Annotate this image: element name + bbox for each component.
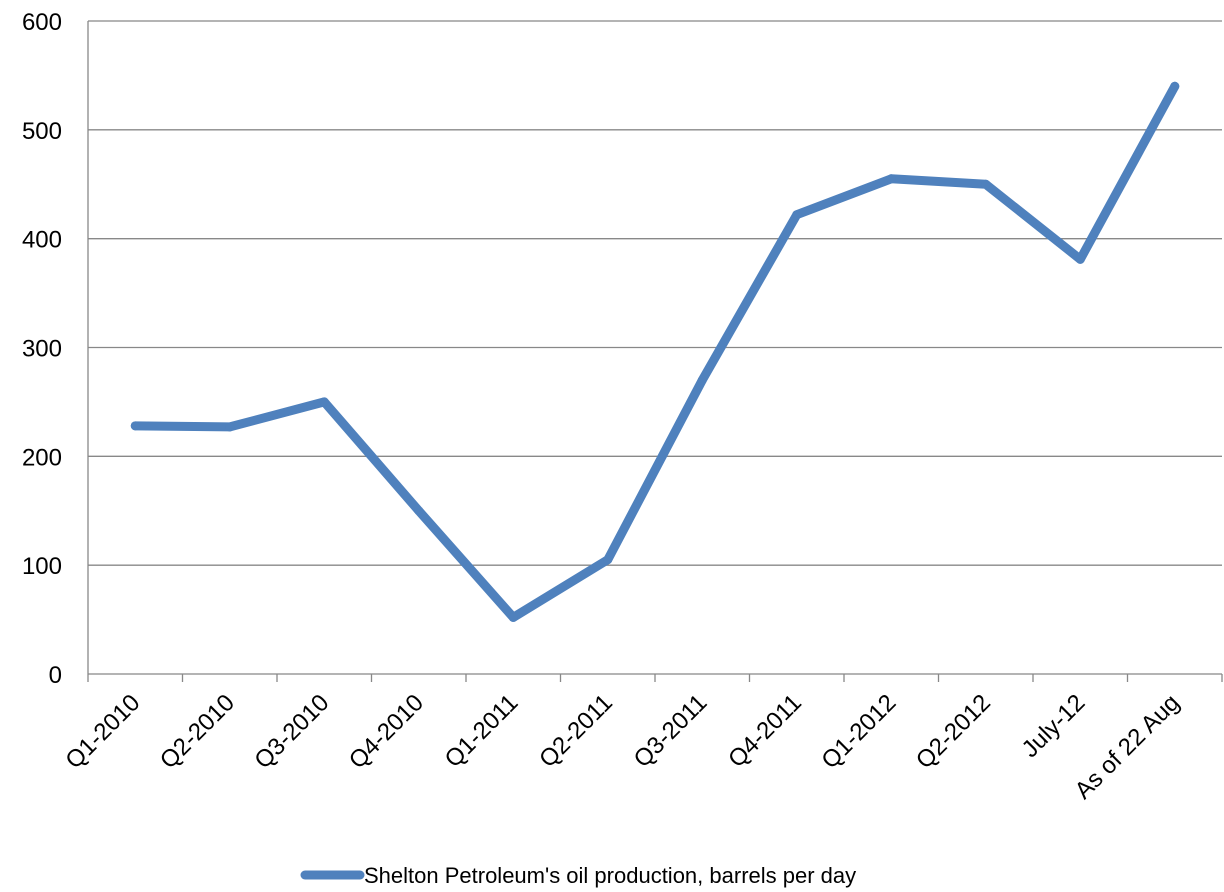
y-tick-label: 0	[49, 662, 62, 689]
gridlines	[88, 20, 1222, 566]
x-tick-label: Q1-2012	[816, 689, 901, 774]
x-tick-label: Q4-2010	[344, 689, 429, 774]
data-point	[225, 422, 235, 432]
axes	[87, 21, 1223, 682]
data-point	[603, 555, 613, 565]
data-point	[981, 179, 991, 189]
data-point	[319, 397, 329, 407]
data-point	[1170, 81, 1180, 91]
y-tick-label: 200	[22, 444, 62, 471]
data-point	[508, 612, 518, 622]
y-tick-label: 300	[22, 336, 62, 363]
legend-label: Shelton Petroleum's oil production, barr…	[364, 863, 856, 888]
x-tick-label: Q2-2011	[534, 689, 618, 773]
series-group	[130, 81, 1180, 622]
data-point	[886, 174, 896, 184]
y-tick-label: 600	[22, 9, 62, 36]
y-tick-label: 100	[22, 553, 62, 580]
data-point	[414, 506, 424, 516]
x-tick-label: Q1-2010	[60, 689, 145, 774]
data-point	[697, 375, 707, 385]
legend: Shelton Petroleum's oil production, barr…	[300, 863, 856, 888]
y-tick-label: 400	[22, 227, 62, 254]
x-tick-label: Q1-2011	[440, 689, 524, 773]
series-line	[130, 81, 1180, 622]
y-tick-labels: 0 100 200 300 400 500 600	[22, 9, 62, 689]
x-tick-label: Q2-2010	[155, 689, 240, 774]
x-tick-label: Q3-2011	[629, 689, 713, 773]
x-tick-label: Q4-2011	[723, 689, 807, 773]
x-tick-labels: Q1-2010 Q2-2010 Q3-2010 Q4-2010 Q1-2011 Q2-20…	[60, 689, 1185, 804]
x-tick-label: Q2-2012	[911, 689, 996, 774]
data-point	[792, 210, 802, 220]
x-tick-label: July-12	[1017, 689, 1091, 763]
x-tick-label: Q3-2010	[249, 689, 334, 774]
data-point	[1075, 254, 1085, 264]
y-tick-label: 500	[22, 118, 62, 145]
data-point	[130, 421, 140, 431]
